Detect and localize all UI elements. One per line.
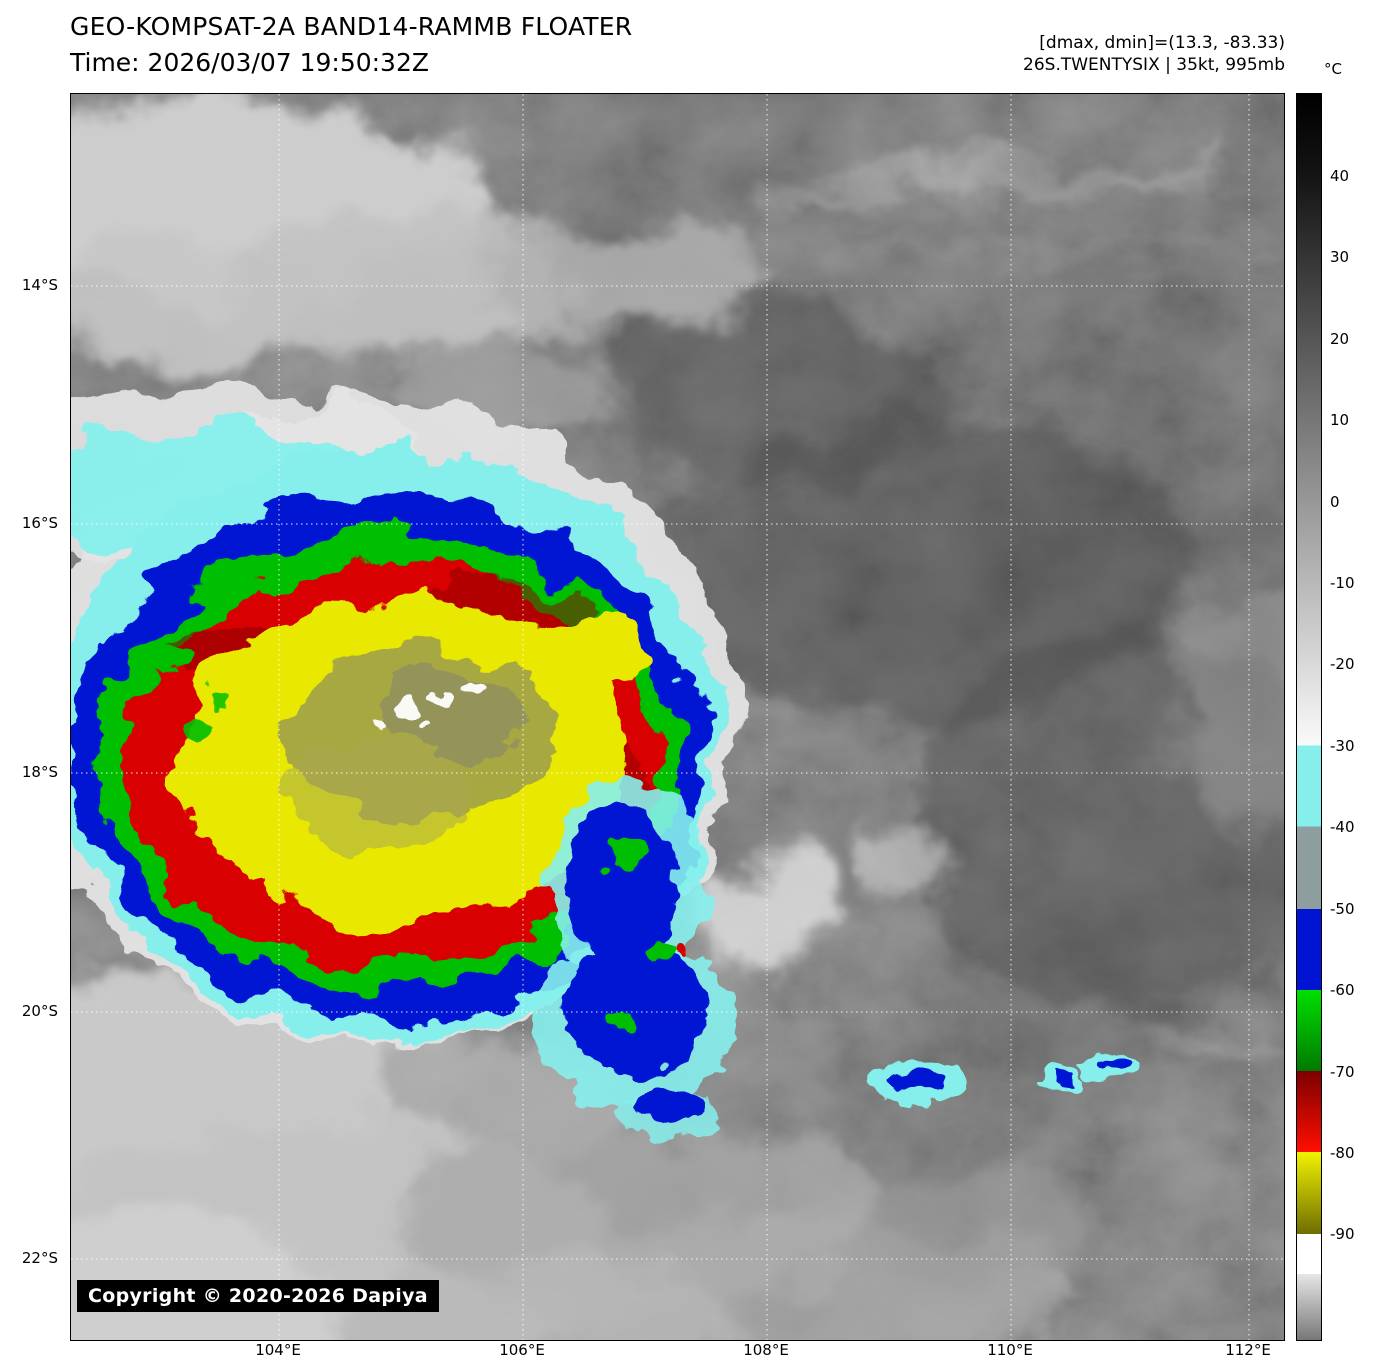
colorbar-gradient (1297, 94, 1321, 1340)
lon-label: 110°E (987, 1341, 1033, 1359)
copyright-badge: Copyright © 2020-2026 Dapiya (77, 1280, 439, 1312)
lon-label: 108°E (743, 1341, 789, 1359)
colorbar-tick-label: 30 (1330, 248, 1350, 267)
colorbar-tick-label: -60 (1330, 981, 1355, 1000)
convective-fragments (529, 778, 1141, 1138)
lon-label: 104°E (255, 1341, 301, 1359)
overshooting-tops (375, 677, 478, 735)
map-area: Copyright © 2020-2026 Dapiya (70, 93, 1285, 1341)
colorbar-ticks: 40 30 20 10 0 -10 -20 -30 -40 -50 -60 -70 -80 -90 (1330, 93, 1382, 1341)
cloud-field (71, 99, 1284, 1340)
lat-axis: 14°S 16°S 18°S 20°S 22°S (0, 93, 64, 1341)
colorbar-tick-label: -20 (1330, 655, 1355, 674)
lat-label: 18°S (21, 763, 58, 781)
image-time: Time: 2026/03/07 19:50:32Z (70, 48, 429, 77)
lon-label: 106°E (499, 1341, 545, 1359)
colorbar-tick-label: -40 (1330, 818, 1355, 837)
data-range-label: [dmax, dmin]=(13.3, -83.33) (1039, 33, 1285, 53)
colorbar-tick-label: -80 (1330, 1143, 1355, 1162)
colorbar (1296, 93, 1322, 1341)
colorbar-tick-label: -50 (1330, 899, 1355, 918)
colorbar-tick-label: 10 (1330, 411, 1350, 430)
colorbar-tick-label: -90 (1330, 1225, 1355, 1244)
lat-label: 14°S (21, 276, 58, 294)
lon-label: 112°E (1225, 1341, 1271, 1359)
lat-label: 20°S (21, 1002, 58, 1020)
header-right: [dmax, dmin]=(13.3, -83.33) 26S.TWENTYSI… (1023, 32, 1285, 76)
colorbar-unit-label: °C (1324, 60, 1342, 78)
storm-info-label: 26S.TWENTYSIX | 35kt, 995mb (1023, 55, 1285, 75)
colorbar-tick-label: -10 (1330, 574, 1355, 593)
colorbar-tick-label: -30 (1330, 736, 1355, 755)
lat-label: 16°S (21, 514, 58, 532)
graticule (71, 94, 1284, 1340)
colorbar-tick-label: -70 (1330, 1062, 1355, 1081)
colorbar-tick-label: 20 (1330, 329, 1350, 348)
lat-label: 22°S (21, 1249, 58, 1267)
colorbar-tick-label: 40 (1330, 167, 1350, 186)
image-title: GEO-KOMPSAT-2A BAND14-RAMMB FLOATER (70, 12, 633, 41)
lon-axis: 104°E 106°E 108°E 110°E 112°E (70, 1343, 1285, 1359)
colorbar-tick-label: 0 (1330, 492, 1340, 511)
satellite-image (71, 94, 1284, 1340)
storm-cold-cloud-shield (71, 386, 739, 1042)
